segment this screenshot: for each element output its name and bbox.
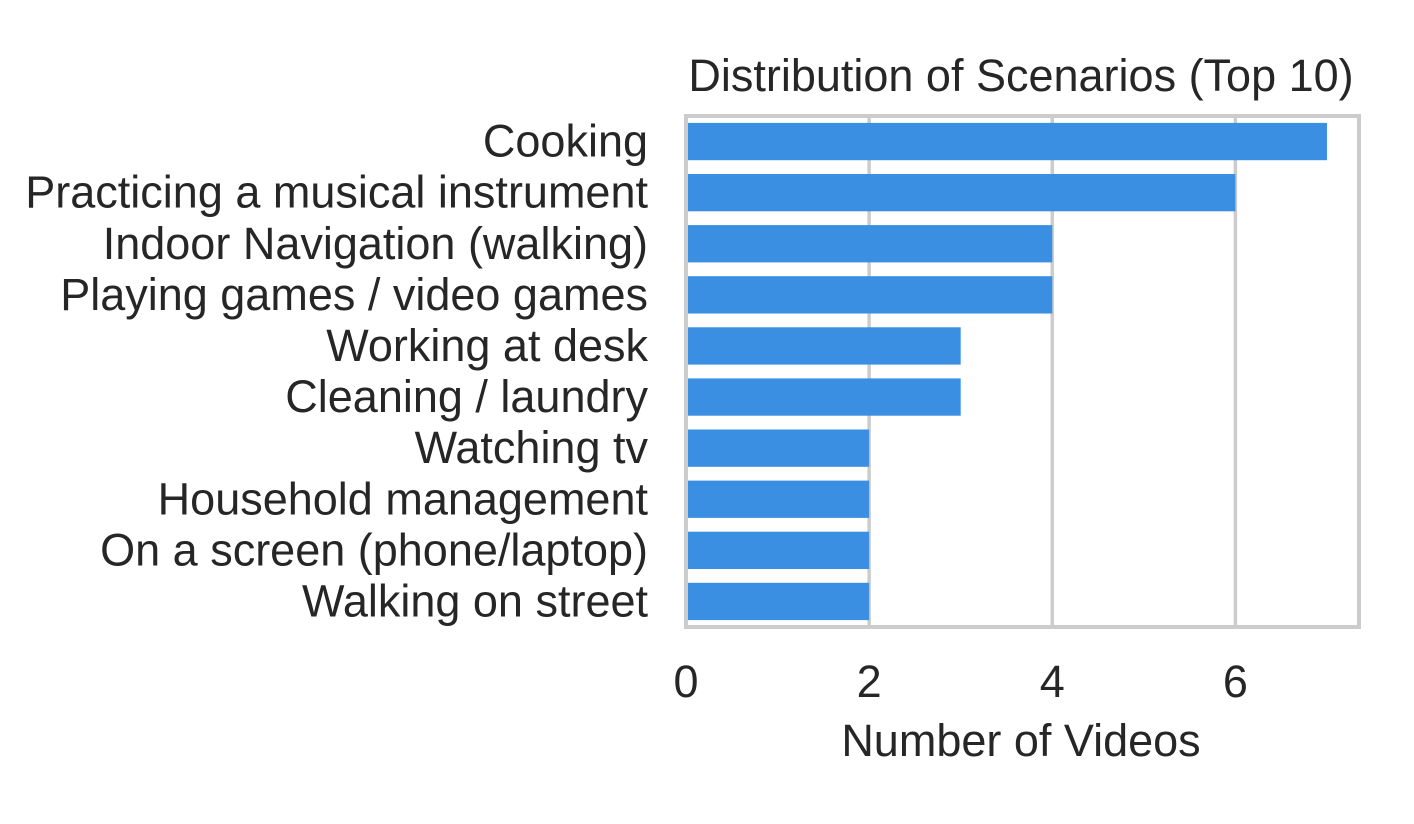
category-label: Cooking [483,116,648,167]
bar [686,173,1236,212]
bar [686,225,1053,263]
category-label: Practicing a musical instrument [25,167,648,218]
bar [686,276,1053,314]
category-label: Walking on street [302,575,648,626]
bar [686,378,961,416]
category-label: Household management [158,473,649,524]
category-label: Playing games / video games [60,269,648,320]
bar [686,122,1327,161]
x-tick-label: 4 [1040,656,1065,707]
bar [686,480,870,518]
bar [686,327,961,365]
chart-title: Distribution of Scenarios (Top 10) [688,50,1353,101]
x-tick-label: 6 [1223,656,1248,707]
category-label: On a screen (phone/laptop) [100,524,648,575]
category-label: Indoor Navigation (walking) [103,218,648,269]
bars [686,122,1327,621]
category-label: Cleaning / laundry [285,371,648,422]
category-label: Working at desk [326,320,648,371]
bar [686,531,870,570]
x-tick-label: 0 [673,656,698,707]
x-tick-label: 2 [857,656,882,707]
bar [686,429,870,467]
plot-frame [684,114,1361,629]
bar [686,582,870,621]
x-tick-labels: 0 2 4 6 [673,656,1247,707]
x-axis-label: Number of Videos [841,715,1200,766]
category-label: Watching tv [415,422,649,473]
